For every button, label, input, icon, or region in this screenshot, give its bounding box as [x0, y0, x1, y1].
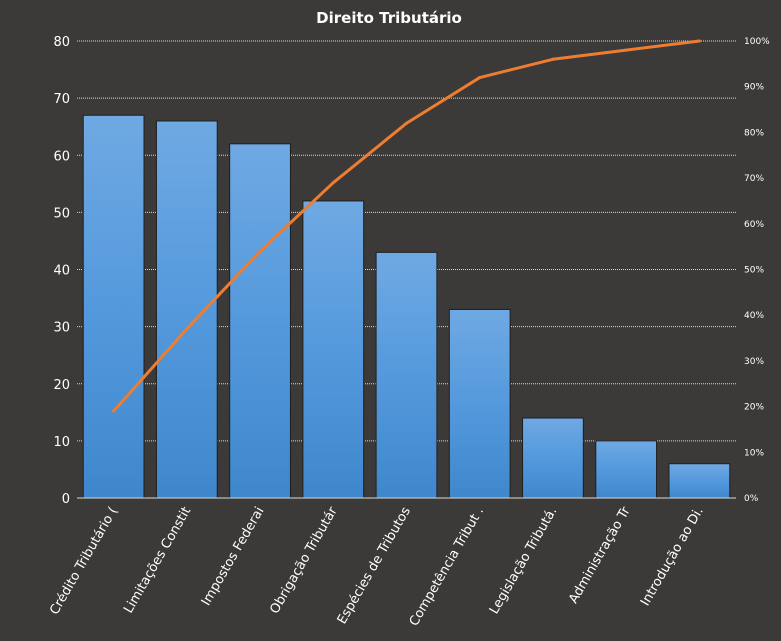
y-tick-label: 40: [53, 264, 70, 279]
y-tick-label: 10: [53, 435, 70, 450]
line-point: [112, 409, 116, 413]
x-tick-label: Limitações Constit: [121, 505, 194, 616]
y-tick-label: 0: [62, 492, 70, 507]
y2-tick-label: 20%: [744, 403, 764, 413]
bar: [522, 417, 584, 499]
chart-title: Direito Tributário: [316, 9, 462, 27]
y-tick-label: 60: [53, 149, 70, 164]
y-axis-primary: 0 10 20 30 40 50 60 70 80: [53, 35, 70, 507]
bar: [155, 120, 218, 499]
line-point: [624, 48, 628, 52]
y2-tick-label: 50%: [744, 266, 764, 276]
line-point: [185, 327, 189, 331]
x-tick-label: Espécies de Tributos: [335, 504, 414, 627]
y-tick-label: 80: [53, 35, 70, 50]
y2-tick-label: 80%: [744, 128, 764, 138]
bar: [595, 440, 658, 499]
bar: [668, 463, 731, 499]
y-tick-label: 70: [53, 92, 70, 107]
x-tick-label: Legislação Tributá.: [487, 505, 561, 617]
line-point: [551, 57, 555, 61]
y2-tick-label: 100%: [744, 37, 770, 47]
y-tick-label: 50: [53, 206, 70, 221]
y2-tick-label: 10%: [744, 448, 764, 458]
y2-tick-label: 0%: [744, 494, 759, 504]
x-tick-label: Crédito Tributário (: [47, 505, 121, 618]
bar: [229, 143, 291, 499]
line-point: [258, 249, 262, 253]
bar-series: [82, 114, 731, 499]
bar: [375, 251, 438, 499]
y2-tick-label: 60%: [744, 220, 764, 230]
y2-tick-label: 90%: [744, 83, 764, 93]
x-tick-label: Competência Tribut .: [407, 505, 487, 629]
y-axis-secondary: 0% 10% 20% 30% 40% 50% 60% 70% 80% 90% 100%: [744, 37, 770, 504]
x-tick-label: Introdução ao Di.: [638, 505, 707, 609]
y-tick-label: 30: [53, 321, 70, 336]
line-point: [697, 39, 701, 43]
x-axis: Crédito Tributário (Limitações Constit Im…: [47, 497, 736, 629]
y-tick-label: 20: [53, 378, 70, 393]
x-tick-label: Obrigação Tributár: [267, 504, 341, 617]
line-point: [478, 76, 482, 80]
bar: [448, 308, 511, 499]
line-point: [331, 181, 335, 185]
x-tick-label: Administração Tr: [566, 504, 634, 606]
line-point: [405, 121, 408, 125]
bar: [302, 200, 365, 499]
y2-tick-label: 70%: [744, 174, 764, 184]
y2-tick-label: 40%: [744, 311, 764, 321]
bar: [82, 114, 145, 499]
y2-tick-label: 30%: [744, 357, 764, 367]
x-tick-label: Impostos Federai: [199, 505, 268, 609]
cumulative-line-series: [112, 39, 701, 413]
